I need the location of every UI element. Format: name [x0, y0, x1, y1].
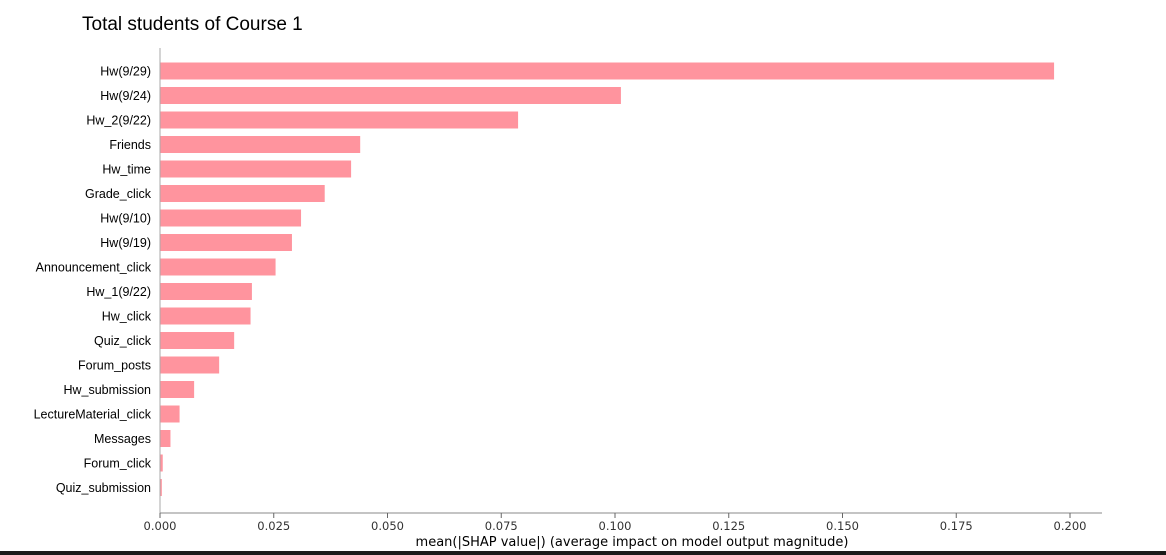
bar-forum-click [160, 454, 163, 472]
x-tick-label: 0.025 [257, 519, 290, 533]
bar-quiz-click [160, 332, 235, 349]
bar-hw-2-9-22 [160, 111, 519, 129]
y-tick-label: Quiz_click [94, 334, 152, 348]
x-tick-label: 0.000 [144, 519, 177, 533]
x-tick-label: 0.100 [599, 519, 632, 533]
y-tick-label: Hw(9/24) [100, 89, 151, 103]
x-ticks: 0.000 0.025 0.050 0.075 0.100 0.125 0.150 0.175… [144, 513, 1087, 533]
y-tick-label: Hw_click [102, 310, 152, 324]
y-tick-label: Quiz_submission [56, 481, 151, 495]
bar-hw-submission [160, 381, 195, 398]
x-tick-label: 0.200 [1054, 519, 1087, 533]
bar-hw-9-24 [160, 87, 621, 104]
y-tick-label: Messages [94, 432, 151, 446]
x-tick-label: 0.050 [371, 519, 404, 533]
y-tick-label: Forum_click [84, 457, 152, 471]
bar-hw-1-9-22 [160, 283, 252, 300]
bar-quiz-submission [160, 479, 162, 496]
y-tick-label: LectureMaterial_click [34, 408, 152, 422]
axes-layer [159, 48, 1102, 514]
y-tick-labels: Hw(9/29) Hw(9/24) Hw_2(9/22) Friends Hw_time… [34, 65, 152, 496]
bar-hw-9-29 [160, 62, 1055, 80]
y-tick-label: Hw_submission [63, 383, 151, 397]
x-tick-label: 0.150 [826, 519, 859, 533]
x-tick-label: 0.125 [712, 519, 745, 533]
bar-forum-posts [160, 356, 220, 374]
y-tick-label: Hw(9/10) [100, 212, 151, 226]
bar-hw-9-10 [160, 209, 302, 227]
x-tick-label: 0.075 [485, 519, 518, 533]
chart-title: Total students of Course 1 [82, 14, 303, 35]
bar-lecturematerial-click [160, 405, 180, 423]
y-tick-label: Grade_click [85, 187, 152, 201]
bar-messages [160, 430, 171, 447]
y-tick-label: Announcement_click [36, 261, 152, 275]
x-axis-label: mean(|SHAP value|) (average impact on mo… [416, 535, 849, 550]
bar-hw-9-19 [160, 234, 292, 251]
y-tick-label: Hw(9/19) [100, 236, 151, 250]
y-tick-label: Friends [109, 138, 151, 152]
bar-hw-time [160, 160, 352, 178]
y-tick-label: Forum_posts [78, 359, 151, 373]
bar-grade-click [160, 185, 325, 202]
bar-hw-click [160, 307, 251, 325]
y-tick-label: Hw_1(9/22) [86, 285, 151, 299]
y-tick-label: Hw_time [102, 163, 151, 177]
bar-friends [160, 136, 361, 153]
y-tick-label: Hw(9/29) [100, 65, 151, 79]
bottom-border [0, 551, 1166, 555]
y-tick-label: Hw_2(9/22) [86, 114, 151, 128]
bars-layer [160, 62, 1055, 496]
bar-announcement-click [160, 258, 276, 276]
x-tick-label: 0.175 [940, 519, 973, 533]
